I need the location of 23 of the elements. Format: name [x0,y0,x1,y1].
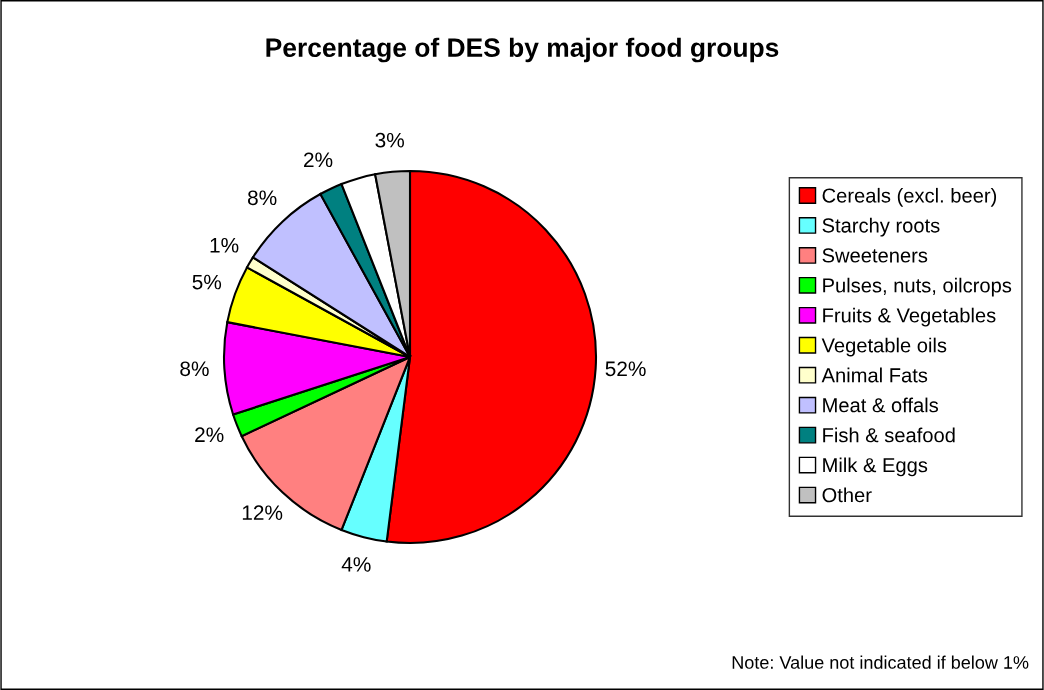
legend-label: Animal Fats [821,367,928,383]
data-label: 3% [375,132,404,148]
legend-label: Pulses, nuts, oilcrops [823,277,1012,297]
data-label: 8% [180,361,209,377]
data-label: 2% [304,152,333,168]
data-label: 5% [192,274,222,290]
legend-label: Starchy roots [822,217,940,237]
legend-label: Cereals (excl. beer) [822,187,997,207]
data-label: 2% [195,427,224,443]
legend-label: Fruits & Vegetables [823,307,996,327]
legend-label: Fish & seafood [823,427,955,443]
legend-label: Other [822,487,872,503]
data-label: 4% [341,557,371,572]
legend-label: Sweeteners [822,248,928,263]
legend-label: Milk & Eggs [823,457,928,477]
legend-label: Meat & offals [823,397,939,413]
data-label: 12% [242,505,283,520]
text: Note: Value not indicated if below 1% [732,655,1029,669]
data-label: 52% [605,361,646,377]
chart-title: Percentage of DES by major food groups [266,37,779,63]
data-label: 8% [247,190,277,206]
data-label: 1% [210,237,239,253]
legend-label: Vegetable oils [821,337,947,357]
